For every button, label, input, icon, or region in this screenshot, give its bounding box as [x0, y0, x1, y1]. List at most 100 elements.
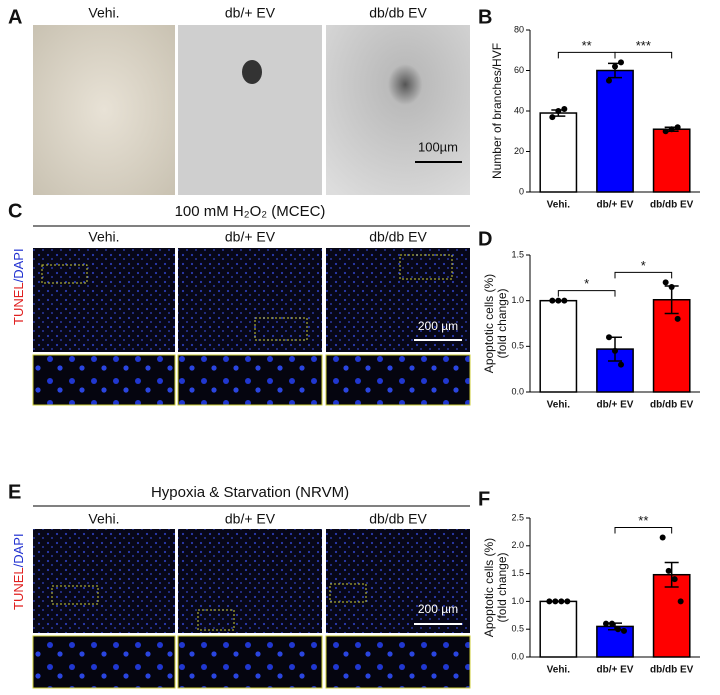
y-axis-label: Apoptotic cells (%)	[482, 274, 496, 373]
panel-label: C	[8, 200, 22, 222]
side-label: TUNEL/DAPI	[11, 533, 26, 610]
panel-label: B	[478, 6, 492, 28]
image	[326, 529, 470, 633]
zoom-image	[32, 635, 176, 689]
y-tick-label: 80	[514, 24, 524, 34]
y-tick-label: 1.0	[511, 596, 524, 606]
zoom-image	[177, 354, 323, 406]
x-tick-label: Vehi.	[547, 400, 571, 411]
bar	[539, 299, 578, 393]
bar	[652, 128, 691, 193]
data-point	[662, 279, 669, 286]
zoom-image	[325, 635, 471, 689]
significance-bracket	[557, 290, 616, 297]
data-point	[555, 297, 562, 304]
data-point	[552, 598, 559, 605]
data-point	[662, 128, 669, 135]
image	[33, 25, 175, 195]
panel-label: E	[8, 481, 21, 503]
zoom-image	[177, 635, 323, 689]
image	[178, 529, 322, 633]
bar	[539, 600, 578, 658]
data-point	[615, 626, 621, 633]
data-point	[618, 59, 624, 66]
data-point	[621, 627, 627, 634]
y-tick-label: 2.5	[511, 512, 524, 522]
bar	[596, 625, 634, 658]
data-point	[561, 297, 568, 304]
image	[33, 248, 175, 352]
image	[178, 25, 322, 195]
significance-label: *	[584, 276, 589, 291]
y-tick-label: 1.5	[511, 249, 524, 259]
panel-label: A	[8, 6, 22, 28]
column-label: Vehi.	[88, 229, 119, 245]
data-point	[674, 315, 681, 322]
data-point	[561, 105, 568, 112]
data-point	[668, 126, 675, 133]
y-tick-label: 60	[514, 65, 524, 75]
significance-label: *	[641, 258, 646, 273]
x-tick-label: db/db EV	[650, 200, 694, 211]
y-tick-label: 0.5	[511, 624, 524, 634]
scale-label: 100µm	[418, 139, 458, 154]
image-detail	[242, 60, 262, 84]
roi	[197, 609, 235, 631]
y-tick-label: 1.0	[511, 295, 524, 305]
header: 100 mM H₂O₂ (MCEC)	[175, 203, 326, 220]
y-tick-label: 0.0	[511, 386, 524, 396]
data-point	[612, 347, 618, 354]
column-label: db/db EV	[369, 229, 427, 245]
data-point	[665, 567, 672, 574]
data-point	[609, 620, 615, 627]
data-point	[618, 361, 624, 368]
bar	[652, 299, 691, 393]
column-label: db/db EV	[369, 511, 427, 527]
y-tick-label: 2.0	[511, 540, 524, 550]
significance-bracket	[557, 51, 616, 59]
images	[32, 529, 471, 689]
data-point	[606, 334, 612, 341]
roi	[329, 583, 367, 603]
y-tick-label: 1.5	[511, 568, 524, 578]
panel-label: F	[478, 488, 490, 510]
scale-label: 200 µm	[418, 319, 458, 333]
roi	[254, 317, 308, 341]
data-point	[677, 598, 684, 605]
y-tick-label: 0	[519, 186, 524, 196]
significance-bracket	[614, 526, 673, 534]
significance-label: **	[638, 513, 648, 528]
error-bar	[664, 561, 679, 588]
x-tick-label: Vehi.	[547, 665, 571, 676]
y-tick-label: 40	[514, 105, 524, 115]
data-point	[549, 114, 556, 121]
significance-bracket	[614, 271, 673, 279]
data-point	[659, 534, 666, 541]
y-axis-label: (fold change)	[495, 288, 509, 358]
x-tick-label: db/db EV	[650, 400, 694, 411]
data-point	[546, 598, 553, 605]
y-tick-label: 0.0	[511, 651, 524, 661]
column-label: Vehi.	[88, 5, 119, 21]
image	[178, 248, 322, 352]
header: Hypoxia & Starvation (NRVM)	[151, 484, 349, 501]
image	[326, 25, 470, 195]
panel-label: D	[478, 228, 492, 250]
data-point	[564, 598, 571, 605]
y-axis-label: (fold change)	[495, 552, 509, 622]
data-point	[603, 620, 609, 627]
image	[326, 248, 470, 352]
zoom-image	[325, 354, 471, 406]
roi	[41, 264, 88, 284]
data-point	[606, 77, 612, 84]
column-label: db/+ EV	[225, 5, 276, 21]
data-point	[555, 108, 562, 114]
x-tick-label: db/+ EV	[597, 400, 634, 411]
data-point	[671, 576, 678, 583]
images	[32, 248, 471, 406]
bar	[539, 112, 578, 193]
y-axis-label: Apoptotic cells (%)	[482, 538, 496, 637]
y-tick-label: 0.5	[511, 341, 524, 351]
significance-bracket	[614, 51, 673, 59]
